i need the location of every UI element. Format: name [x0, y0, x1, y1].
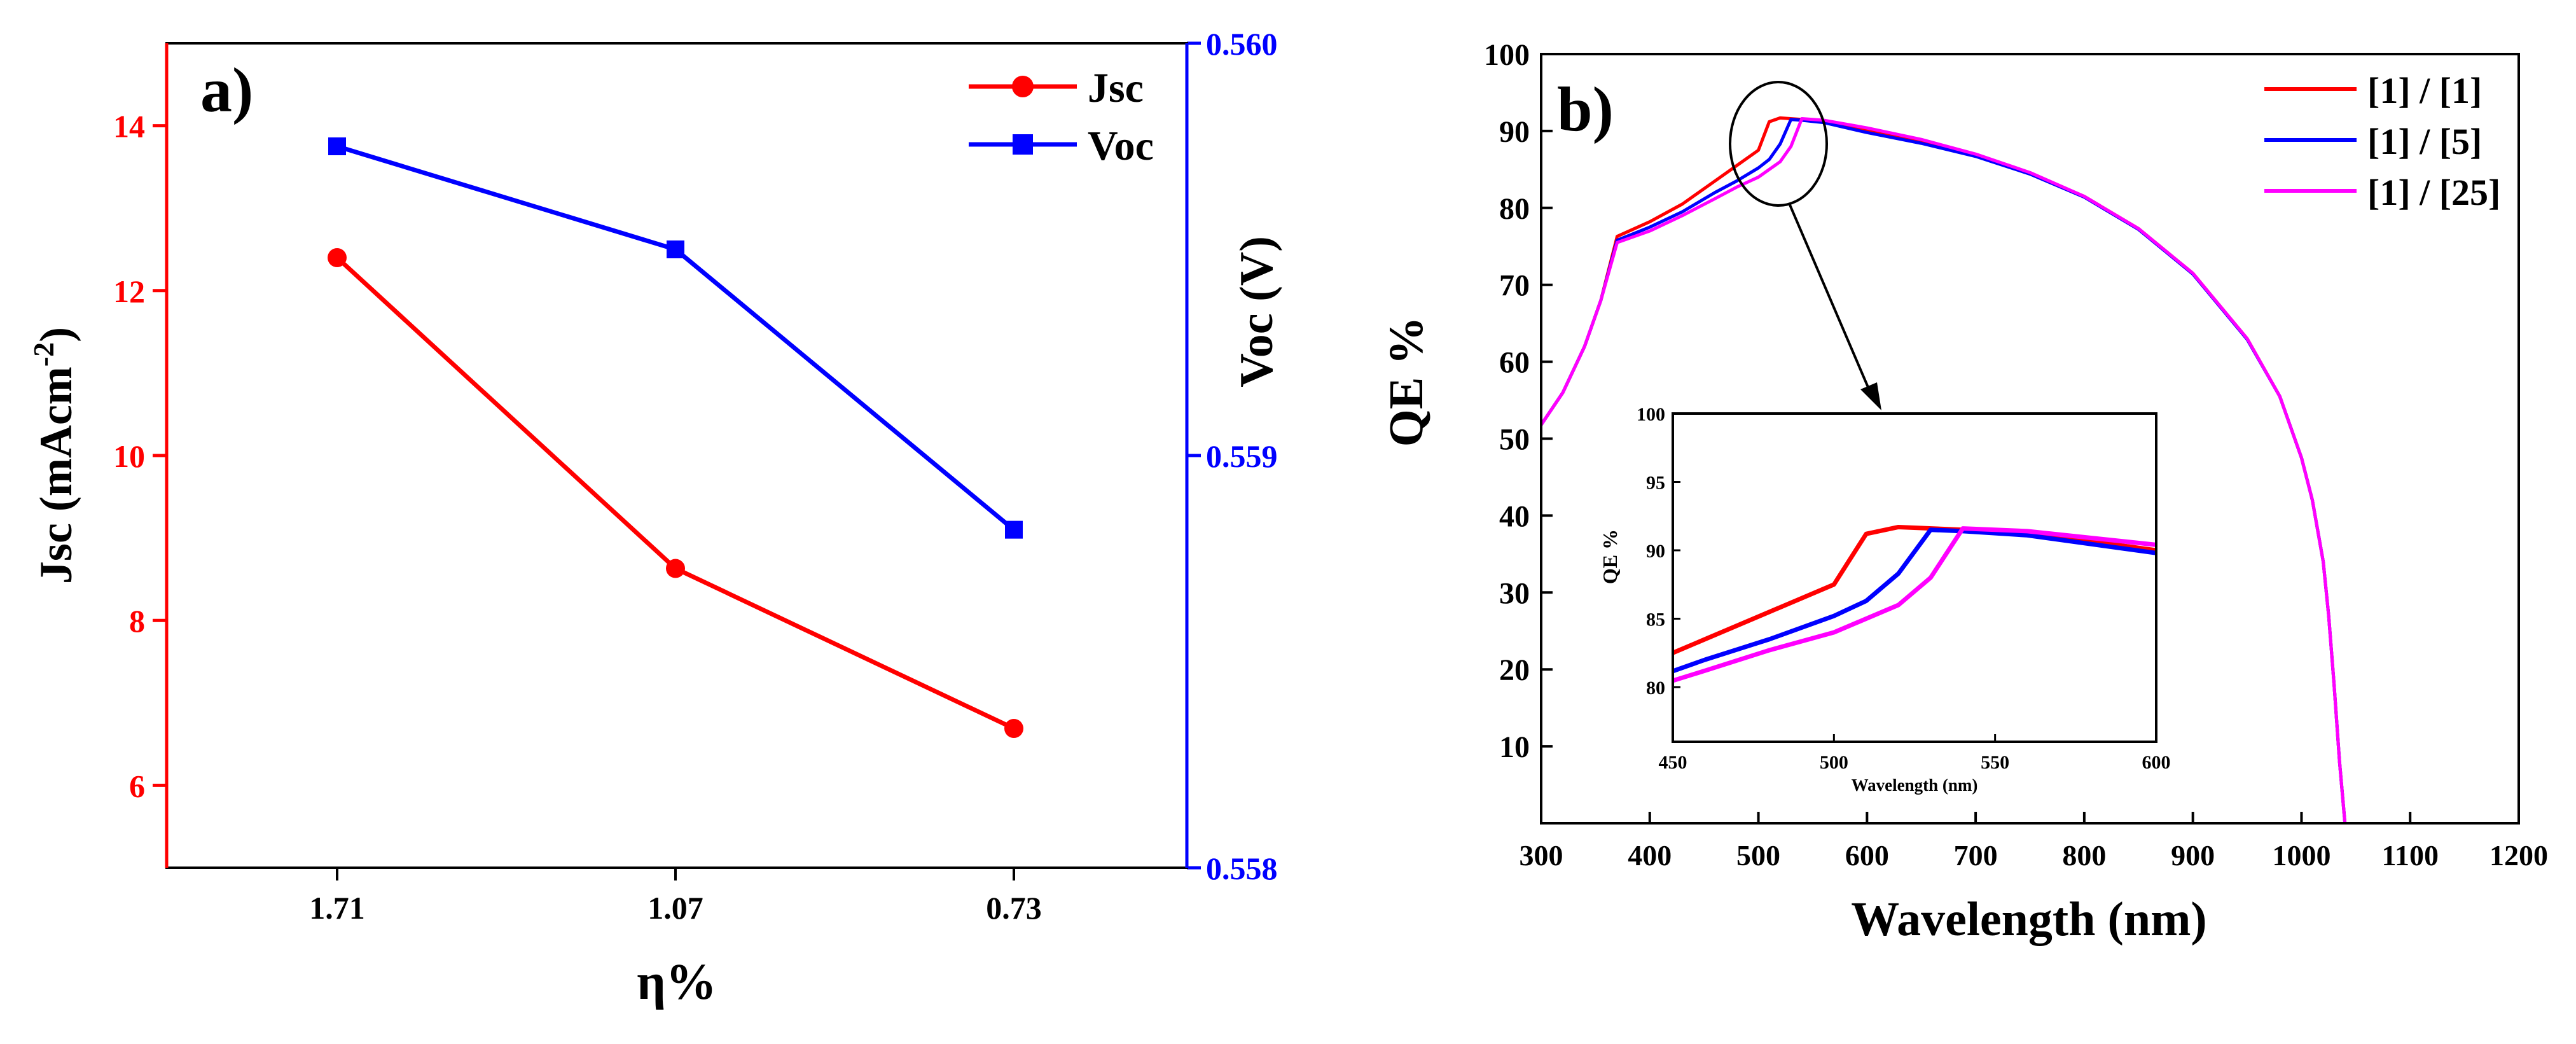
inset-background [1673, 414, 2156, 742]
panel-a-left-tick-label: 10 [113, 438, 145, 474]
panel-b-y-tick-label: 30 [1499, 576, 1530, 610]
panel-a-y2label: Voc (V) [1231, 236, 1283, 387]
panel-b-legend: [1] / [1] [1] / [5] [1] / [25] [2264, 70, 2500, 213]
panel-b-x-tick-label: 400 [1628, 839, 1672, 872]
panel-a-right-tick-label: 0.559 [1206, 438, 1278, 474]
panel-a-left-tick-label: 6 [129, 768, 145, 804]
panel-a-right-axis: 0.558 0.559 0.560 [1187, 26, 1278, 886]
panel-a-voc-point [667, 240, 684, 258]
panel-b-x-tick-label: 300 [1520, 839, 1563, 872]
peak-highlight-circle [1729, 81, 1828, 207]
panel-b-x-tick-label: 900 [2171, 839, 2215, 872]
inset-pointer-arrowhead [1860, 382, 1881, 410]
panel-a-left-tick-label: 8 [129, 603, 145, 639]
legend-jsc-marker [1012, 76, 1034, 97]
inset-x-tick-label: 600 [2142, 752, 2171, 773]
panel-b-y-tick-label: 70 [1499, 269, 1530, 303]
panel-a-x-tick-label: 1.71 [309, 890, 365, 926]
inset-series-3-line [1672, 526, 2157, 683]
panel-b-x-axis: 300 400 500 600 700 800 900 1000 1100 1200 [1520, 812, 2548, 872]
legend-voc-marker [1013, 134, 1033, 155]
panel-b-y-tick-label: 40 [1499, 499, 1530, 533]
inset-y-tick-label: 80 [1646, 678, 1665, 699]
panel-a-xlabel: η% [637, 954, 716, 1010]
legend-series1-label: [1] / [1] [2367, 70, 2482, 111]
inset-series [1672, 524, 2157, 683]
panel-a-right-tick-label: 0.558 [1206, 851, 1278, 886]
panel-a-x-axis: 1.71 1.07 0.73 [309, 868, 1042, 926]
panel-a-legend: Jsc Voc [969, 65, 1154, 169]
panel-a-jsc-point [328, 247, 347, 267]
panel-b-xlabel: Wavelength (nm) [1851, 893, 2206, 946]
inset-y-tick-label: 85 [1646, 609, 1665, 630]
inset-y-tick-label: 100 [1637, 404, 1665, 425]
inset-x-tick-label: 550 [1981, 752, 2009, 773]
panel-a-label: a) [200, 55, 253, 125]
panel-a-series [328, 137, 1023, 738]
panel-b-y-tick-label: 20 [1499, 653, 1530, 687]
panel-b-x-tick-label: 500 [1736, 839, 1780, 872]
panel-b-chart: 10 20 30 40 50 60 70 80 90 100 300 400 500 600 700 800… [1380, 38, 2548, 946]
panel-a-voc-point [1005, 520, 1023, 539]
panel-b-y-tick-label: 10 [1499, 730, 1530, 764]
inset-y-axis: 80 85 90 95 100 [1637, 404, 1680, 699]
panel-a-voc-point [328, 137, 346, 155]
inset-x-axis: 450 500 550 600 [1659, 734, 2171, 773]
legend-voc-label: Voc [1088, 123, 1154, 169]
panel-b-y-tick-label: 100 [1484, 38, 1530, 72]
panel-b-x-tick-label: 700 [1954, 839, 1998, 872]
panel-a-jsc-point [1004, 718, 1023, 738]
panel-b-frame [1540, 53, 2520, 825]
inset-y-tick-label: 90 [1646, 541, 1665, 562]
panel-b-y-axis: 10 20 30 40 50 60 70 80 90 100 [1484, 38, 1553, 764]
legend-series3-label: [1] / [25] [2367, 172, 2500, 213]
panel-a-ylabel: Jsc (mAcm-2) [27, 327, 81, 584]
panel-b-series [1539, 116, 2347, 824]
panel-a-x-tick-label: 0.73 [986, 890, 1042, 926]
panel-a-left-axis: 6 8 10 12 14 [113, 109, 167, 804]
panel-b-series-3-line [1539, 117, 2347, 824]
panel-b-y-tick-label: 80 [1499, 192, 1530, 226]
legend-jsc-label: Jsc [1088, 65, 1144, 111]
inset-x-tick-label: 500 [1820, 752, 1848, 773]
panel-a-left-tick-label: 12 [113, 274, 145, 309]
inset-frame [1672, 412, 2157, 743]
panel-b-x-tick-label: 800 [2062, 839, 2106, 872]
inset-ylabel: QE % [1598, 529, 1621, 584]
panel-a-right-tick-label: 0.560 [1206, 26, 1278, 62]
inset-pointer-arrow [1789, 204, 1872, 394]
panel-a-jsc-point [666, 559, 685, 578]
panel-b-x-tick-label: 1100 [2381, 839, 2438, 872]
inset-series-2-line [1672, 527, 2157, 674]
panel-a-voc-line [336, 144, 1016, 532]
inset-chart: 80 85 90 95 100 450 500 550 600 QE % Wavelength… [1598, 404, 2171, 795]
legend-series2-label: [1] / [5] [2367, 121, 2482, 162]
panel-a-frame [165, 42, 1188, 869]
inset-x-tick-label: 450 [1659, 752, 1687, 773]
panel-a-jsc-line [335, 256, 1015, 731]
panel-b-label: b) [1557, 74, 1614, 144]
panel-a-x-tick-label: 1.07 [647, 890, 703, 926]
inset-xlabel: Wavelength (nm) [1852, 776, 1978, 795]
inset-y-tick-label: 95 [1646, 473, 1665, 494]
panel-b-y-tick-label: 50 [1499, 423, 1530, 457]
panel-a-left-tick-label: 14 [113, 109, 145, 144]
panel-b-y-tick-label: 90 [1499, 115, 1530, 149]
panel-b-x-tick-label: 1000 [2272, 839, 2330, 872]
panel-b-x-tick-label: 600 [1845, 839, 1889, 872]
panel-b-x-tick-label: 1200 [2489, 839, 2548, 872]
panel-a-chart: 6 8 10 12 14 0.558 0.559 0.560 1.71 1.07 0.73 a)… [27, 26, 1283, 1010]
panel-b-y-tick-label: 60 [1499, 346, 1530, 380]
panel-b-ylabel: QE % [1380, 317, 1433, 447]
